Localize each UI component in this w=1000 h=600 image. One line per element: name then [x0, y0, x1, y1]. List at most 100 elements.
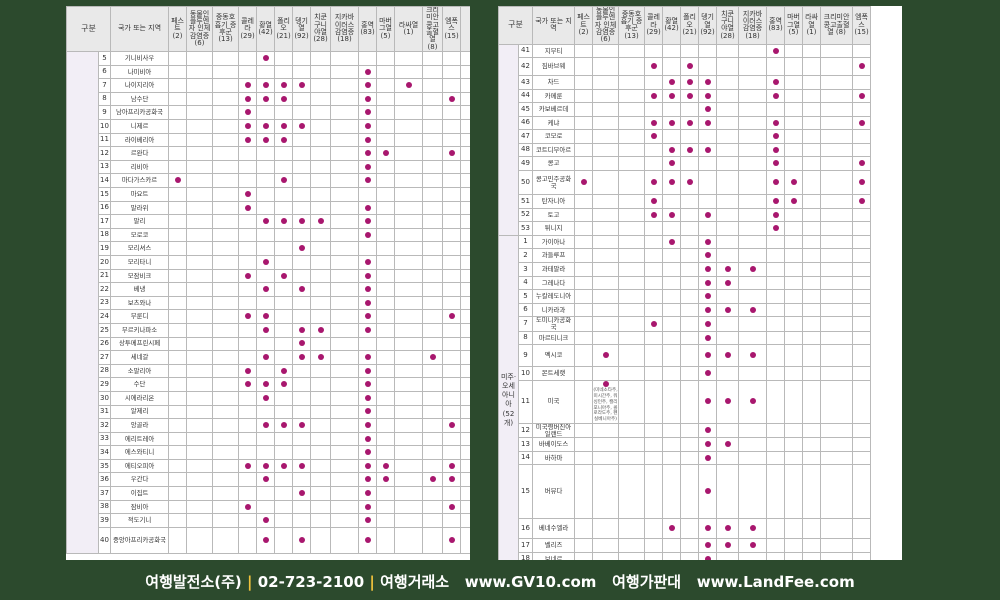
cell-polio — [274, 486, 294, 501]
cell-mpox — [442, 187, 462, 202]
cell-avian-flu — [186, 309, 214, 324]
cell-measles — [358, 458, 378, 474]
cell-mers — [212, 268, 240, 284]
header-row: 구분 국가 또는 지역 페스트 (2) 동물인플루엔자 인체감염증 (6) 중동… — [66, 6, 470, 53]
risk-dot-icon — [858, 63, 865, 70]
cell-mers — [618, 422, 646, 439]
cell-mpox — [852, 57, 872, 77]
cell-cholera — [238, 146, 258, 161]
cell-measles — [766, 422, 786, 439]
cell-mpox — [852, 316, 872, 332]
cell-marburg — [784, 518, 804, 540]
row-number: 52 — [517, 207, 534, 223]
country-name: 보네르 — [532, 551, 576, 560]
cell-measles — [766, 207, 786, 223]
footer-site1-link[interactable]: www.GV10.com — [464, 573, 597, 591]
cell-zika — [738, 450, 768, 466]
cell-mers — [618, 102, 646, 117]
cell-chikungunya — [310, 499, 332, 515]
cell-dengue — [698, 316, 718, 332]
cell-lassa — [394, 499, 424, 515]
cell-cholera — [644, 115, 664, 131]
cell-mers — [212, 282, 240, 297]
table-row: 43 차드 — [499, 75, 903, 90]
cell-cholera — [238, 295, 258, 311]
cell-zika — [738, 289, 768, 304]
cell-lassa — [802, 43, 822, 59]
cell-measles — [358, 445, 378, 460]
cell-chikungunya — [310, 119, 332, 134]
table-row: 50 콩고민주공화국 — [499, 170, 903, 196]
cell-dengue — [292, 513, 312, 528]
cell-mpox — [442, 51, 462, 66]
cell-zika — [330, 350, 360, 365]
risk-dot-icon — [749, 352, 756, 359]
table-row: 13 리비아 — [67, 159, 470, 175]
cell-plague — [168, 51, 188, 66]
cell-mers — [212, 404, 240, 420]
risk-dot-icon — [244, 381, 251, 388]
cell-mpox — [852, 261, 872, 277]
cell-measles — [358, 200, 378, 216]
table-row: 5 누칼레도니아 — [499, 289, 903, 304]
cell-yellow-fever — [256, 336, 276, 352]
cell-mpox — [442, 486, 462, 501]
cell-yellow-fever — [662, 422, 682, 439]
cell-yellow-fever — [256, 132, 276, 148]
cell-cchf — [820, 316, 854, 332]
cell-cholera — [644, 450, 664, 466]
cell-plague — [574, 518, 594, 540]
cell-zika — [738, 366, 768, 381]
cell-mers — [618, 207, 646, 223]
cell-cchf — [422, 227, 444, 243]
cell-chikungunya — [716, 379, 740, 424]
country-name: 모로코 — [110, 227, 170, 243]
cell-mpox — [442, 322, 462, 338]
risk-dot-icon — [686, 63, 693, 70]
cell-plague — [168, 119, 188, 134]
footer-site2-link[interactable]: www.LandFee.com — [696, 573, 855, 591]
country-name: 남수단 — [110, 91, 170, 107]
country-name: 탄자니아 — [532, 194, 576, 209]
cell-polio — [274, 132, 294, 148]
cell-polio — [274, 146, 294, 161]
cell-zika — [738, 156, 768, 172]
cell-mers — [212, 445, 240, 460]
cell-mers — [212, 146, 240, 161]
row-number: 25 — [97, 322, 112, 338]
cell-cchf — [820, 57, 854, 77]
cell-zika — [738, 551, 768, 560]
cell-chikungunya — [310, 472, 332, 488]
cell-lassa — [802, 344, 822, 368]
left-table-panel: 구분 국가 또는 지역 페스트 (2) 동물인플루엔자 인체감염증 (6) 중동… — [66, 6, 470, 560]
country-name: 에스와티니 — [110, 445, 170, 460]
cell-cchf — [820, 102, 854, 117]
cell-cholera — [644, 422, 664, 439]
row-number: 6 — [517, 302, 534, 318]
risk-dot-icon — [772, 79, 779, 86]
cell-zika — [738, 207, 768, 223]
blank-cell — [460, 499, 470, 515]
cell-cholera — [644, 129, 664, 144]
risk-dot-icon — [704, 106, 711, 113]
cell-dengue — [292, 350, 312, 365]
cell-chikungunya — [716, 437, 740, 452]
cell-marburg — [376, 132, 396, 148]
cell-measles — [358, 146, 378, 161]
cell-cholera — [238, 458, 258, 474]
cell-plague — [168, 78, 188, 93]
cell-yellow-fever — [662, 344, 682, 368]
cell-plague — [168, 295, 188, 311]
cell-polio — [274, 78, 294, 93]
cell-yellow-fever — [256, 227, 276, 243]
cell-dengue — [292, 173, 312, 188]
cell-lassa — [802, 170, 822, 196]
cell-plague — [574, 170, 594, 196]
cell-lassa — [394, 336, 424, 352]
cell-avian-flu — [186, 187, 214, 202]
risk-dot-icon — [772, 47, 779, 54]
cell-marburg — [376, 336, 396, 352]
cell-yellow-fever — [256, 486, 276, 501]
cell-avian-flu — [186, 173, 214, 188]
table-row: 14 마다가스카르 — [67, 173, 470, 188]
